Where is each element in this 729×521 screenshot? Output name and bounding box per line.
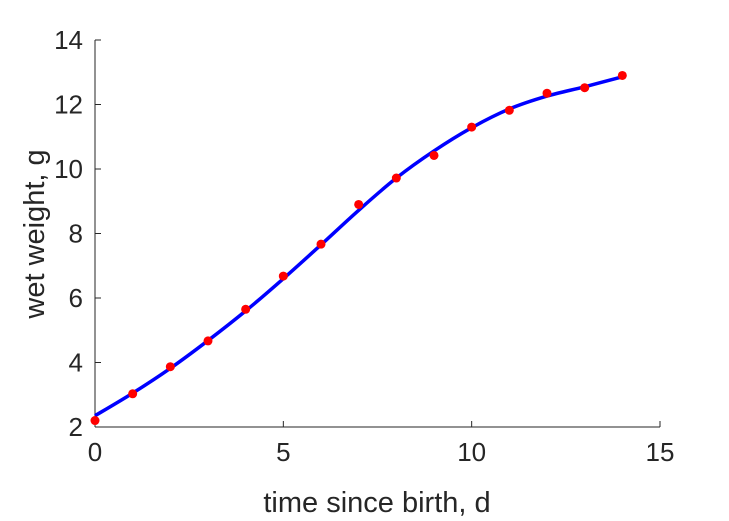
y-tick-label: 4 — [69, 348, 83, 378]
y-tick-label: 12 — [54, 90, 83, 120]
y-tick-label: 14 — [54, 25, 83, 55]
y-tick-label: 10 — [54, 154, 83, 184]
data-point — [580, 83, 590, 93]
x-axis-ticks: 0 5 10 15 — [88, 421, 675, 467]
x-tick-label: 10 — [457, 437, 486, 467]
data-point — [617, 70, 627, 80]
x-tick-label: 5 — [276, 437, 290, 467]
x-tick-label: 0 — [88, 437, 102, 467]
data-point — [391, 173, 401, 183]
data-point — [165, 362, 175, 372]
data-point — [203, 336, 213, 346]
data-point — [278, 271, 288, 281]
data-point — [316, 239, 326, 249]
data-point — [504, 105, 514, 115]
y-tick-label: 6 — [69, 283, 83, 313]
data-point — [128, 389, 138, 399]
y-tick-label: 8 — [69, 219, 83, 249]
x-tick-label: 15 — [646, 437, 675, 467]
data-point — [354, 199, 364, 209]
data-point — [467, 122, 477, 132]
data-point — [90, 416, 100, 426]
y-axis-label: wet weight, g — [19, 149, 51, 319]
data-point — [429, 150, 439, 160]
y-axis-ticks: 2 4 6 8 10 12 14 — [54, 25, 101, 442]
y-tick-label: 2 — [69, 412, 83, 442]
data-point — [241, 304, 251, 314]
fitted-curve — [94, 75, 623, 418]
fitted-curve-group — [94, 75, 623, 418]
axes — [94, 40, 660, 428]
x-axis-label: time since birth, d — [263, 487, 490, 519]
data-points-group — [90, 70, 627, 426]
data-point — [542, 88, 552, 98]
